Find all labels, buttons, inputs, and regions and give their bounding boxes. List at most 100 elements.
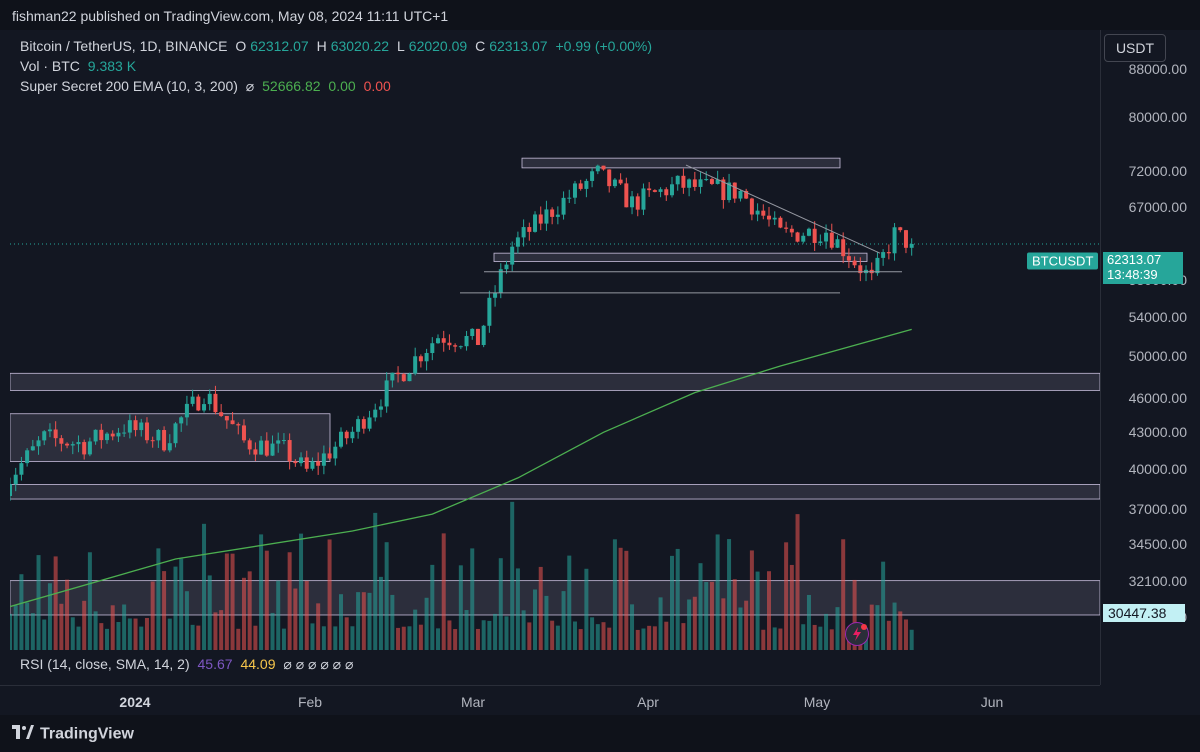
lightning-icon[interactable] <box>845 622 869 646</box>
candle-body <box>806 228 811 236</box>
volume-bar <box>373 512 378 650</box>
currency-button[interactable]: USDT <box>1104 34 1166 62</box>
ema-value: 52666.82 <box>262 78 321 94</box>
volume-bar <box>127 618 132 650</box>
candle-body <box>196 396 201 411</box>
candle-body <box>715 179 720 184</box>
candle-body <box>179 417 184 424</box>
tradingview-logo[interactable]: TradingView <box>12 725 134 744</box>
volume-bar <box>441 533 446 650</box>
last-price-tag: 62313.07 13:48:39 <box>1103 252 1183 284</box>
ema-line <box>10 328 912 608</box>
volume-bar <box>829 629 834 650</box>
volume-bar <box>578 629 583 650</box>
volume-bar <box>698 563 703 650</box>
candle-body <box>87 441 92 455</box>
candle-body <box>42 431 47 441</box>
high-label: H <box>316 38 327 54</box>
candle-body <box>224 415 229 421</box>
volume-bar <box>190 624 195 650</box>
candle-body <box>618 179 623 184</box>
volume-bar <box>475 628 480 650</box>
support-zone-lower <box>10 484 1100 500</box>
candle-body <box>612 179 617 187</box>
volume-bar <box>253 625 258 650</box>
candle-body <box>139 422 144 431</box>
candle-body <box>772 217 777 220</box>
candle-body <box>287 440 292 462</box>
candle-body <box>316 461 321 466</box>
volume-bar <box>299 533 304 650</box>
candle-body <box>407 373 412 382</box>
candle-body <box>732 182 737 199</box>
volume-bar <box>493 613 498 650</box>
volume-bar <box>533 589 538 650</box>
candle-body <box>818 241 823 243</box>
candle-body <box>824 232 829 242</box>
volume-bar <box>732 579 737 650</box>
candle-body <box>36 440 41 447</box>
candle-body <box>401 374 406 382</box>
candle-body <box>110 433 115 437</box>
volume-bar <box>13 605 18 650</box>
volume-bar <box>892 602 897 650</box>
candle-body <box>82 442 87 455</box>
candle-body <box>846 256 851 261</box>
candle-body <box>184 403 189 418</box>
volume-bar <box>875 605 880 650</box>
volume-bar <box>384 542 389 650</box>
candle-body <box>133 420 138 431</box>
time-tick: May <box>803 694 831 710</box>
chart-pane[interactable] <box>10 30 1100 650</box>
candle-body <box>116 432 121 437</box>
volume-bar <box>652 626 657 650</box>
candle-body <box>327 453 332 459</box>
volume-bar <box>361 592 366 650</box>
candle-body <box>755 210 760 215</box>
candle-body <box>447 342 452 346</box>
price-chart-svg[interactable] <box>10 30 1100 650</box>
candle-body <box>321 453 326 466</box>
bottom-bar: TradingView <box>0 715 1200 752</box>
time-axis[interactable]: 2024 Feb Mar Apr May Jun <box>0 685 1100 716</box>
candle-body <box>795 232 800 242</box>
candle-body <box>881 252 886 258</box>
volume-bar <box>184 591 189 650</box>
volume-bar <box>561 591 566 650</box>
volume-bar <box>82 600 87 650</box>
volume-bar <box>321 626 326 650</box>
volume-bar <box>504 616 509 650</box>
rsi-sma-value: 44.09 <box>240 656 276 672</box>
rsi-legend[interactable]: RSI (14, close, SMA, 14, 2) 45.67 44.09 … <box>20 656 357 673</box>
volume-bar <box>287 552 292 650</box>
candle-body <box>19 463 24 475</box>
volume-bar <box>590 617 595 650</box>
volume-bar <box>818 626 823 650</box>
price-axis[interactable]: 88000.0080000.0072000.0067000.0058000.00… <box>1100 30 1200 685</box>
volume-bar <box>515 568 520 650</box>
candle-body <box>630 196 635 208</box>
candle-body <box>493 292 498 298</box>
volume-legend[interactable]: Vol · BTC 9.383 K <box>20 58 140 74</box>
volume-bar <box>65 579 70 650</box>
volume-bar <box>30 613 35 650</box>
volume-bar <box>538 566 543 650</box>
candle-body <box>521 227 526 238</box>
candle-body <box>310 461 315 469</box>
volume-bar <box>550 620 555 650</box>
rsi-value: 45.67 <box>197 656 233 672</box>
volume-bar <box>572 621 577 650</box>
volume-bar <box>264 550 269 650</box>
candle-body <box>572 183 577 198</box>
open-label: O <box>235 38 247 54</box>
volume-bar <box>53 556 58 650</box>
ema-legend[interactable]: Super Secret 200 EMA (10, 3, 200) ⌀ 5266… <box>20 78 395 95</box>
volume-bar <box>316 603 321 650</box>
candle-body <box>10 484 12 496</box>
candle-body <box>65 443 70 446</box>
volume-bar <box>567 555 572 650</box>
volume-bar <box>464 610 469 650</box>
symbol-legend[interactable]: Bitcoin / TetherUS, 1D, BINANCE O 62312.0… <box>20 38 656 54</box>
volume-bar <box>99 623 104 650</box>
candle-body <box>30 446 35 451</box>
